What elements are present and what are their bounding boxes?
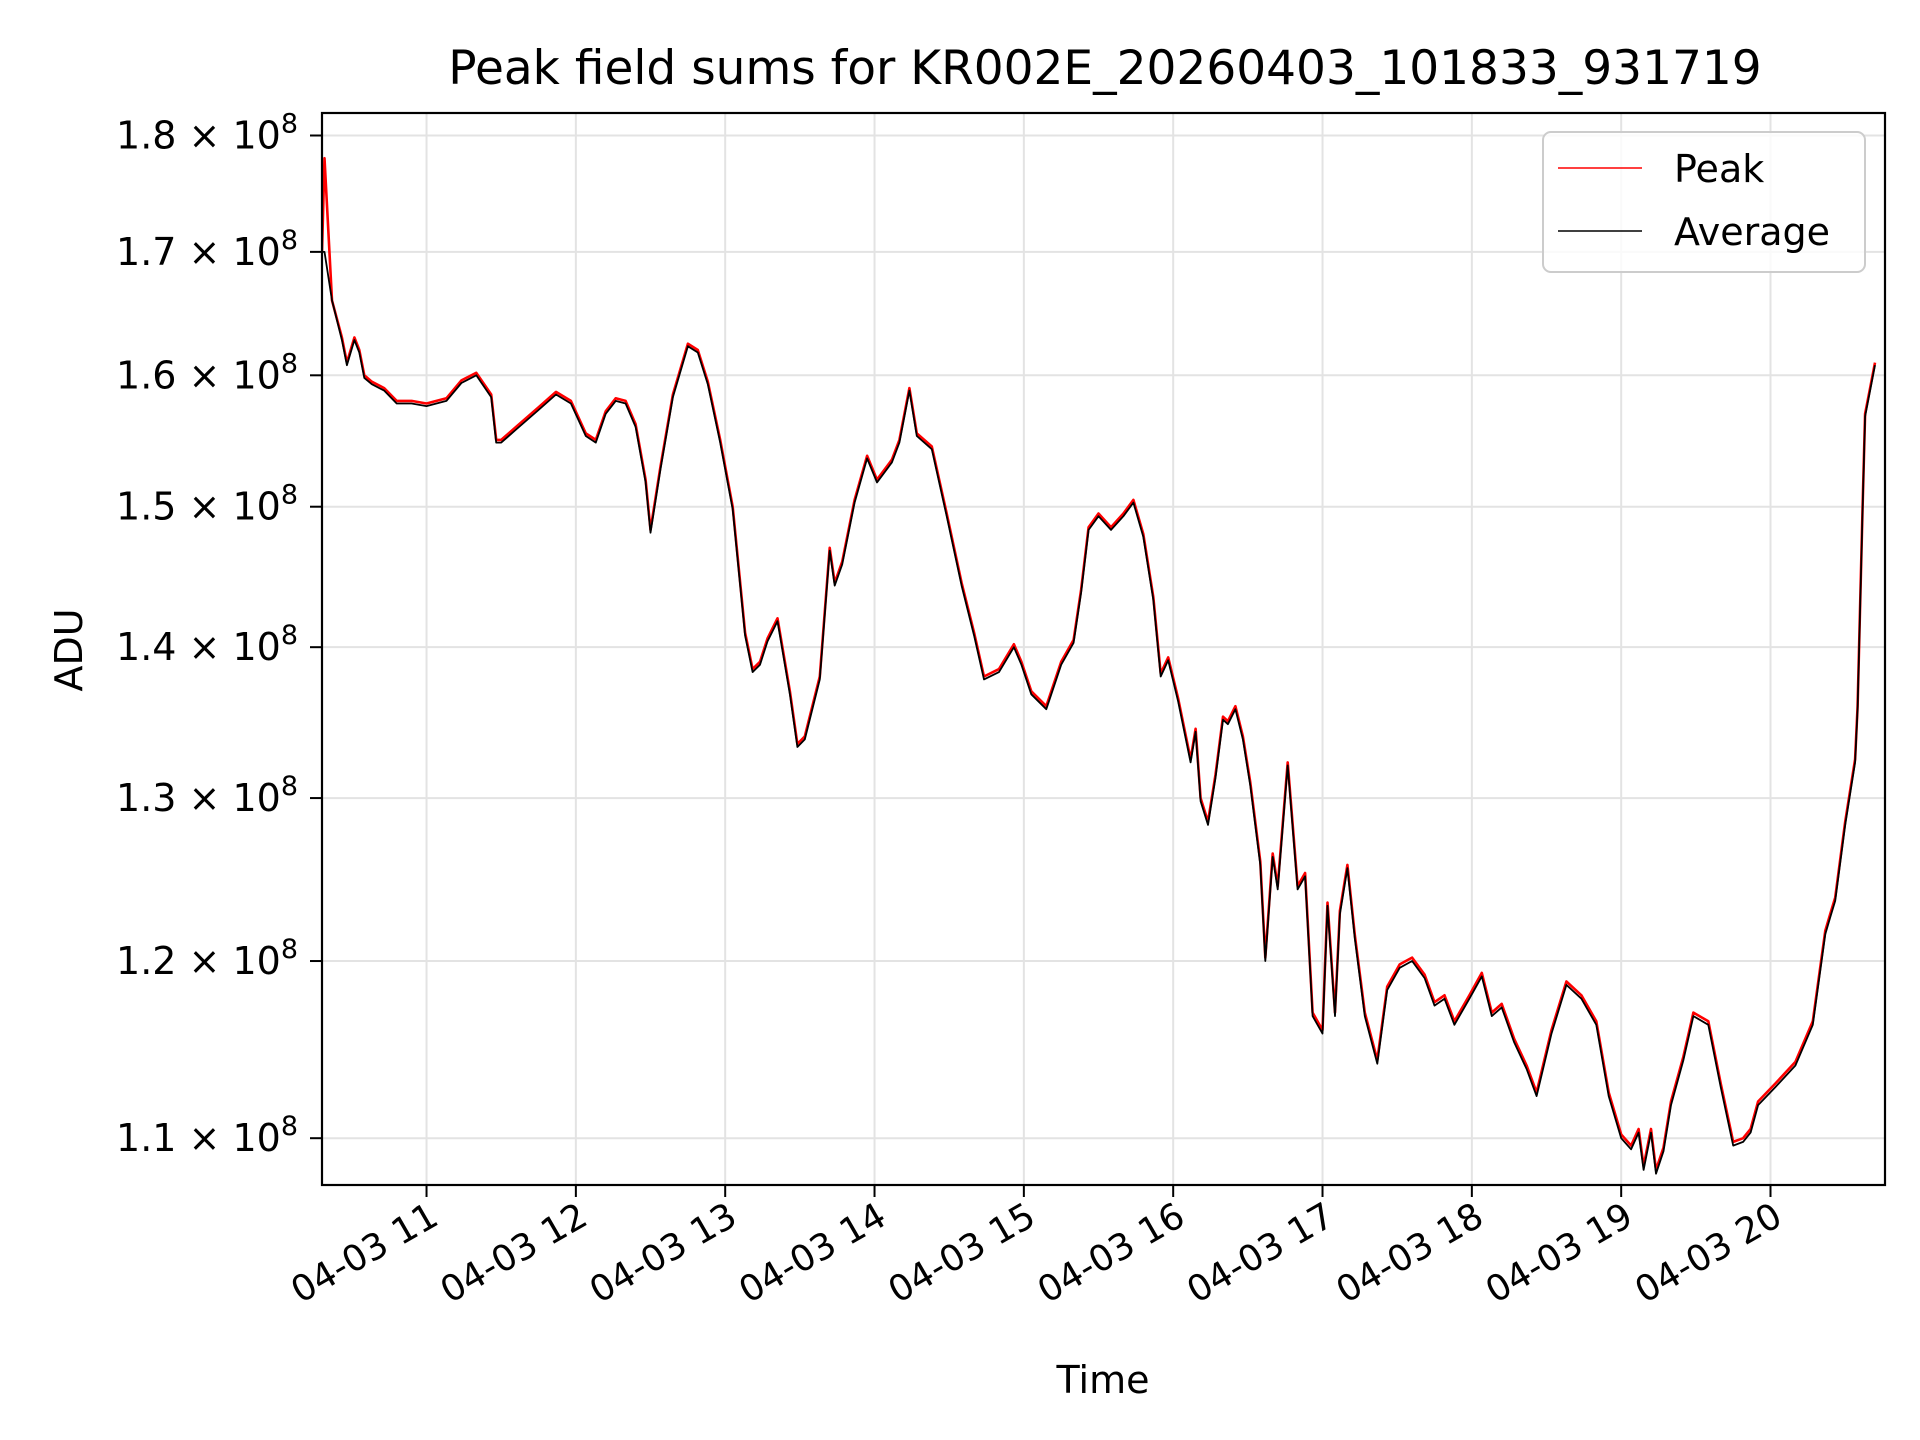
y-tick-mantissa: 1.1 [116,1116,176,1160]
y-tick-exponent: 8 [281,108,298,139]
y-tick-label: 1.4 × 108 [116,620,298,669]
y-tick-mantissa: 1.7 [116,230,176,274]
y-tick-mantissa: 1.4 [116,625,176,669]
y-tick-label: 1.8 × 108 [116,108,298,157]
y-tick-times: × [176,113,232,157]
y-tick-times: × [176,625,232,669]
y-tick-base: 10 [232,939,280,983]
y-tick-exponent: 8 [281,1111,298,1142]
legend-label-average: Average [1674,210,1830,254]
series-layer [322,156,1877,1175]
y-tick-exponent: 8 [281,620,298,651]
legend-label-peak: Peak [1674,147,1764,191]
y-tick-times: × [176,353,232,397]
y-tick-base: 10 [232,353,280,397]
y-tick-exponent: 8 [281,771,298,802]
x-axis-label: Time [1056,1358,1150,1402]
y-tick-label: 1.2 × 108 [116,934,298,983]
legend-box [1542,131,1866,273]
y-tick-mantissa: 1.2 [116,939,176,983]
plot-area-frame [320,111,1887,1187]
y-tick-exponent: 8 [281,934,298,965]
y-tick-mantissa: 1.3 [116,776,176,820]
y-tick-base: 10 [232,1116,280,1160]
chart-title: Peak field sums for KR002E_20260403_1018… [448,41,1761,96]
y-tick-label: 1.1 × 108 [116,1111,298,1160]
y-tick-label: 1.6 × 108 [116,348,298,397]
y-tick-times: × [176,776,232,820]
y-tick-times: × [176,485,232,529]
y-tick-label: 1.3 × 108 [116,771,298,820]
y-tick-base: 10 [232,113,280,157]
y-axis-label: ADU [47,608,91,691]
y-tick-mantissa: 1.5 [116,485,176,529]
legend: Peak Average [1542,131,1866,273]
y-tick-base: 10 [232,625,280,669]
y-tick-base: 10 [232,230,280,274]
y-tick-base: 10 [232,776,280,820]
y-tick-times: × [176,230,232,274]
series-line-average [322,250,1876,1175]
y-tick-mantissa: 1.6 [116,353,176,397]
y-tick-base: 10 [232,485,280,529]
y-tick-exponent: 8 [281,225,298,256]
y-tick-label: 1.5 × 108 [116,480,298,529]
y-tick-exponent: 8 [281,480,298,511]
y-tick-label: 1.7 × 108 [116,225,298,274]
y-tick-times: × [176,1116,232,1160]
y-tick-mantissa: 1.8 [116,113,176,157]
y-tick-exponent: 8 [281,348,298,379]
y-tick-times: × [176,939,232,983]
